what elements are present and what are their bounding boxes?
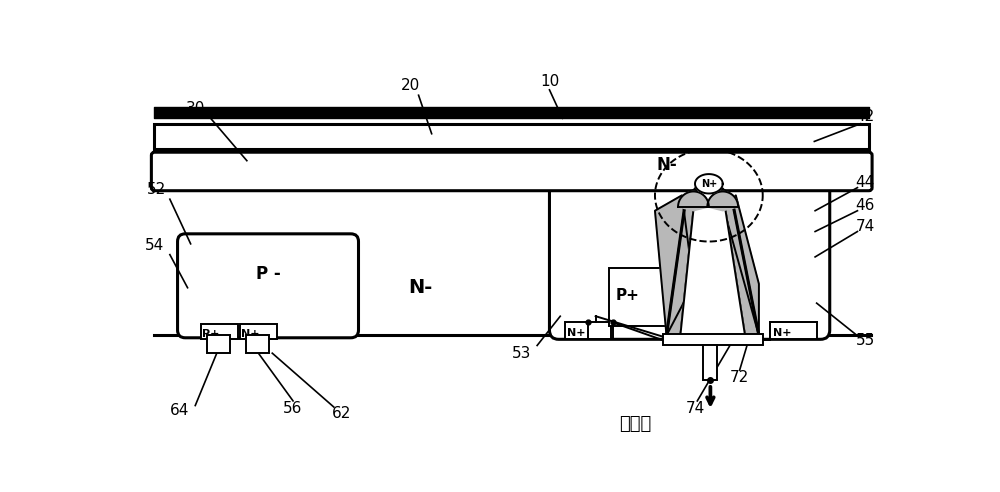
Polygon shape [695, 174, 723, 193]
Polygon shape [686, 187, 732, 199]
Text: 20: 20 [401, 78, 420, 92]
Text: 62: 62 [332, 406, 351, 421]
Polygon shape [722, 187, 759, 336]
Text: 集电极: 集电极 [620, 415, 652, 433]
FancyBboxPatch shape [549, 128, 830, 339]
Text: 42: 42 [856, 109, 875, 123]
Bar [207, 336, 230, 353]
Text: P+: P+ [616, 288, 640, 303]
Polygon shape [666, 187, 696, 336]
Text: 74: 74 [856, 218, 875, 234]
Text: 30: 30 [186, 101, 205, 116]
Text: 44: 44 [856, 175, 875, 190]
Bar [663, 334, 763, 345]
Text: N+: N+ [241, 329, 260, 339]
Bar [609, 269, 666, 326]
Polygon shape [680, 187, 745, 336]
Bar [246, 336, 269, 353]
Text: 74: 74 [686, 401, 705, 416]
Polygon shape [655, 195, 693, 336]
Bar [565, 322, 611, 339]
Text: 53: 53 [512, 346, 531, 361]
Text: 46: 46 [855, 198, 875, 213]
Text: 56: 56 [283, 401, 303, 416]
Text: 52: 52 [147, 183, 166, 197]
Text: N+: N+ [701, 179, 717, 189]
Text: 72: 72 [730, 370, 749, 385]
Polygon shape [678, 191, 709, 211]
Polygon shape [724, 195, 759, 336]
FancyBboxPatch shape [151, 152, 872, 191]
Text: 54: 54 [145, 238, 164, 253]
Bar [240, 324, 277, 339]
Bar [154, 124, 869, 149]
Bar [703, 345, 717, 380]
Bar [201, 324, 238, 339]
Text: P -: P - [256, 265, 280, 283]
Text: N-: N- [656, 155, 677, 174]
Bar [770, 322, 817, 339]
Text: N+: N+ [773, 328, 791, 338]
Text: N-: N- [408, 278, 432, 297]
Text: 10: 10 [540, 74, 559, 89]
Text: P+: P+ [202, 329, 220, 339]
Text: 64: 64 [170, 403, 190, 418]
Text: N+: N+ [567, 328, 586, 338]
Text: 55: 55 [856, 333, 875, 347]
FancyBboxPatch shape [178, 234, 358, 338]
Polygon shape [707, 191, 738, 211]
